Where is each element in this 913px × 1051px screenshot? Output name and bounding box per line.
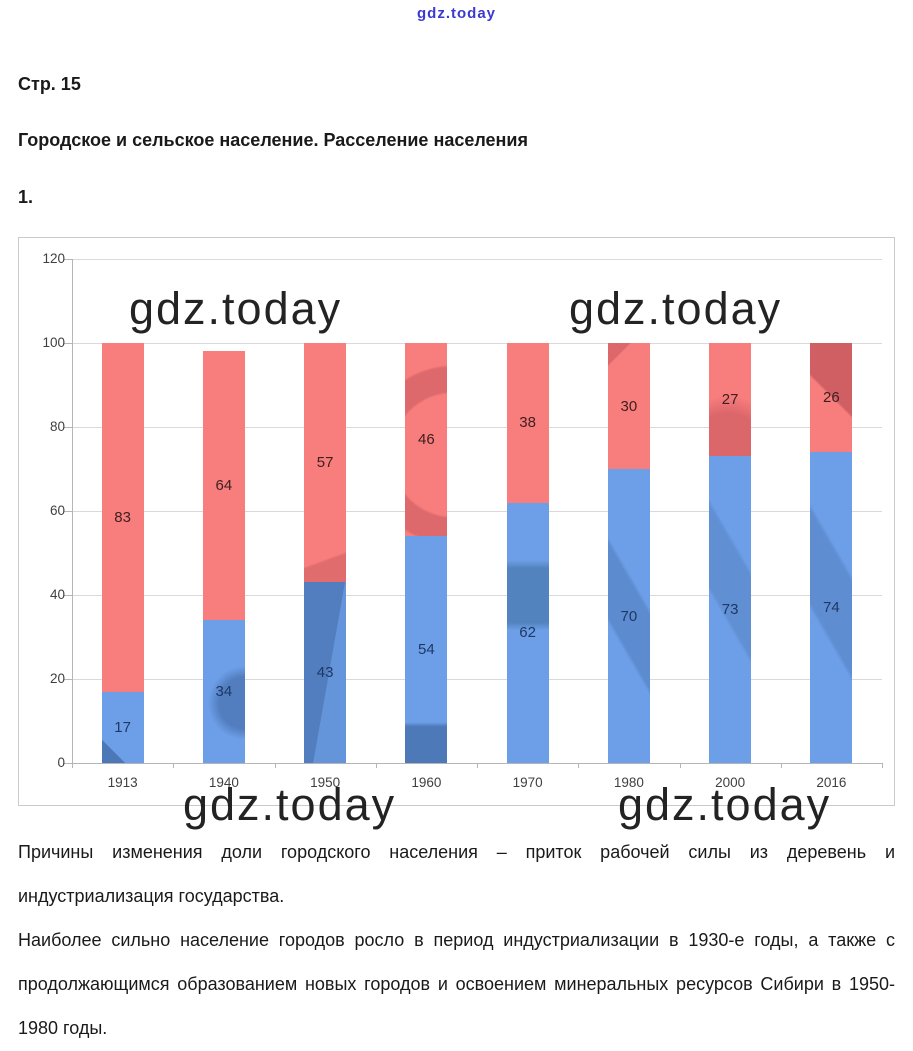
bar-segment-urban-share-blue-bottom: 34 [202, 620, 245, 763]
bar-segment-rural-share-red-top: 57 [304, 343, 347, 583]
x-axis-label: 1980 [613, 775, 644, 790]
bar-segment-urban-share-blue-bottom: 43 [304, 582, 347, 763]
bar-segment-urban-share-blue-bottom: 62 [506, 502, 549, 763]
bar-value-label: 26 [823, 389, 840, 407]
x-axis-label: 1970 [512, 775, 543, 790]
bar-segment-rural-share-red-top: 30 [607, 343, 650, 469]
bar-segment-rural-share-red-top: 26 [810, 343, 853, 453]
bar-value-label: 54 [418, 641, 435, 659]
gridline [72, 595, 882, 596]
y-axis-label: 20 [49, 671, 65, 686]
x-axis-label: 2000 [715, 775, 746, 790]
y-axis-tick [64, 763, 73, 764]
x-axis-label: 1960 [411, 775, 442, 790]
paragraph: Наиболее сильно население городов росло … [18, 930, 895, 1038]
bar-segment-urban-share-blue-bottom: 54 [405, 536, 448, 763]
y-axis-label: 100 [42, 335, 65, 350]
bar-value-label: 83 [114, 508, 131, 526]
gridline [72, 679, 882, 680]
bar-value-label: 27 [721, 391, 739, 409]
bar-segment-rural-share-red-top: 27 [709, 343, 752, 457]
x-axis-tick [375, 763, 377, 768]
gridline [72, 427, 882, 428]
item-number: 1. [18, 187, 34, 207]
y-axis-tick [64, 595, 73, 596]
bar-value-label: 64 [215, 477, 233, 495]
y-axis-label: 40 [49, 587, 65, 602]
answer-text: Причины изменения доли городского населе… [18, 830, 895, 1050]
x-axis-tick [679, 763, 681, 768]
x-axis-tick [780, 763, 782, 768]
gridline [72, 343, 882, 344]
y-axis-label: 60 [49, 503, 65, 518]
x-axis-label: 2016 [816, 775, 847, 790]
x-axis-line [72, 763, 882, 764]
y-axis-line [72, 259, 73, 763]
bar-value-label: 73 [721, 601, 739, 619]
bar-segment-rural-share-red-top: 38 [506, 343, 549, 503]
paragraph: Причины изменения доли городского населе… [18, 842, 895, 906]
bar-value-label: 74 [823, 599, 840, 617]
page-label: Стр. 15 [18, 74, 81, 94]
x-axis-tick [173, 763, 175, 768]
bar-segment-urban-share-blue-bottom: 17 [101, 691, 144, 763]
bar-segment-rural-share-red-top: 46 [405, 343, 448, 537]
bar-segment-rural-share-red-top: 83 [101, 343, 144, 692]
gridline [72, 511, 882, 512]
bar-value-label: 38 [519, 414, 536, 432]
bar-value-label: 70 [620, 607, 638, 625]
site-logo[interactable]: gdz.today [417, 5, 496, 22]
bar-segment-urban-share-blue-bottom: 74 [810, 452, 853, 763]
watermark-text: gdz.today [129, 283, 343, 334]
watermark-text: gdz.today [569, 283, 783, 334]
y-axis-tick [64, 679, 73, 680]
x-axis-tick [882, 763, 883, 768]
bar-value-label: 43 [316, 664, 334, 682]
bar-segment-rural-share-red-top: 64 [202, 351, 245, 621]
y-axis-tick [64, 427, 73, 428]
gridline [72, 259, 882, 260]
x-axis-label: 1913 [107, 775, 138, 790]
bar-segment-urban-share-blue-bottom: 70 [607, 469, 650, 763]
bar-value-label: 46 [418, 431, 435, 449]
y-axis-label: 0 [57, 755, 65, 770]
x-axis-label: 1940 [208, 775, 239, 790]
section-title: Городское и сельское население. Расселен… [18, 130, 528, 150]
bar-value-label: 17 [114, 718, 131, 736]
y-axis-label: 80 [49, 419, 65, 434]
bar-value-label: 30 [620, 397, 638, 415]
y-axis-tick [64, 343, 73, 344]
x-axis-tick [578, 763, 580, 768]
bar-value-label: 57 [316, 454, 334, 472]
x-axis-tick [477, 763, 478, 768]
x-axis-tick [72, 763, 73, 768]
y-axis-label: 120 [42, 251, 65, 266]
x-axis-tick [274, 763, 276, 768]
bar-value-label: 62 [519, 624, 536, 642]
y-axis-tick [64, 259, 73, 260]
bar-value-label: 34 [215, 683, 233, 701]
y-axis-tick [64, 511, 73, 512]
bar-segment-urban-share-blue-bottom: 73 [709, 456, 752, 763]
x-axis-label: 1950 [310, 775, 341, 790]
stacked-bar-chart: 0 20 40 60 80 100 120 17 83 1913 34 64 1940 43 57 1950 5… [18, 237, 895, 806]
